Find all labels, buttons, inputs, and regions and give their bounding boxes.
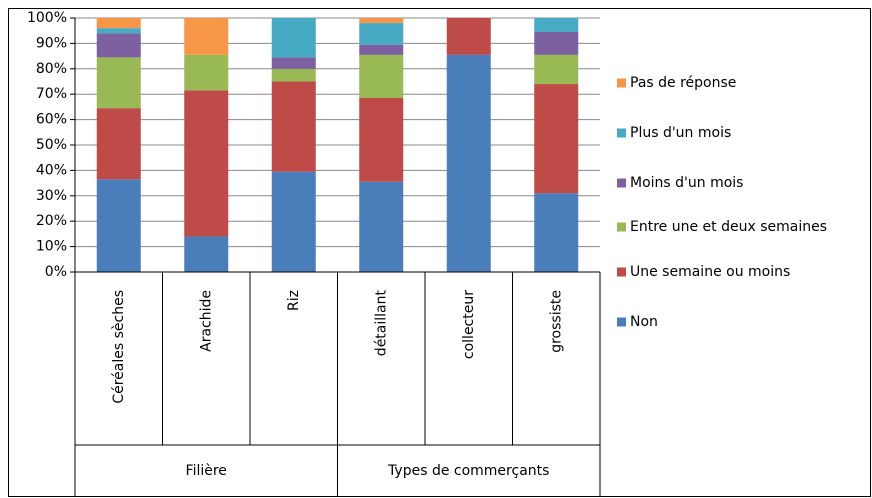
legend-label: Une semaine ou moins [630, 264, 790, 280]
legend-label: Non [630, 314, 658, 330]
legend-label: Moins d'un mois [630, 175, 743, 191]
bar-segment [359, 44, 404, 55]
bar-segment [534, 18, 579, 32]
bar-segment [271, 171, 316, 272]
bar-segment [96, 108, 141, 180]
y-tick-label: 70% [36, 86, 67, 102]
bar-segment [96, 57, 141, 109]
x-tick-label: Arachide [198, 290, 214, 352]
bar-segment [271, 18, 316, 58]
bar-segment [359, 98, 404, 182]
x-tick-label: Riz [286, 290, 302, 311]
y-tick-label: 100% [27, 10, 67, 26]
legend-swatch [617, 178, 626, 188]
y-tick-label: 30% [36, 188, 67, 204]
bar-segment [359, 18, 404, 24]
y-tick-label: 40% [36, 162, 67, 178]
legend-swatch [617, 78, 626, 88]
bar-segment [96, 18, 141, 29]
legend-label: Pas de réponse [630, 75, 736, 91]
bar-segment [271, 57, 316, 69]
legend-swatch [617, 267, 626, 277]
y-tick-label: 60% [36, 112, 67, 128]
bar-segment [359, 23, 404, 45]
group-label: Filière [186, 463, 227, 479]
legend-swatch [617, 317, 626, 327]
bar-segment [96, 28, 141, 34]
bar-segment [359, 181, 404, 272]
bar-segment [271, 68, 316, 82]
bar-segment [184, 90, 229, 237]
y-tick-label: 20% [36, 213, 67, 229]
group-label: Types de commerçants [387, 463, 549, 479]
bar-segment [96, 33, 141, 58]
bar-segment [359, 54, 404, 99]
x-tick-label: collecteur [461, 290, 477, 359]
bar-segment [184, 18, 229, 55]
y-tick-label: 50% [36, 137, 67, 153]
bar-segment [446, 18, 491, 55]
y-tick-label: 0% [45, 264, 67, 280]
bar-segment [534, 193, 579, 272]
legend-label: Entre une et deux semaines [630, 219, 827, 235]
bar-segment [534, 84, 579, 194]
bar-segment [184, 54, 229, 91]
bar-segment [271, 81, 316, 172]
x-tick-label: détaillant [373, 289, 389, 356]
y-tick-label: 80% [36, 61, 67, 77]
bar-segment [184, 236, 229, 272]
legend-swatch [617, 222, 626, 232]
chart-border [8, 8, 871, 497]
bar-segment [96, 179, 141, 272]
x-tick-label: Céréales sèches [111, 290, 127, 404]
y-tick-label: 90% [36, 35, 67, 51]
x-tick-label: grossiste [548, 290, 564, 353]
legend-label: Plus d'un mois [630, 125, 731, 141]
bar-segment [534, 54, 579, 85]
legend-swatch [617, 128, 626, 138]
bar-segment [534, 31, 579, 55]
bar-segment [446, 54, 491, 272]
y-tick-label: 10% [36, 239, 67, 255]
